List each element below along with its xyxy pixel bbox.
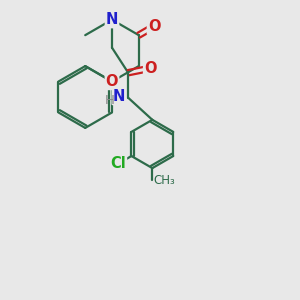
Text: CH₃: CH₃: [154, 174, 176, 187]
Text: O: O: [148, 19, 160, 34]
Text: N: N: [112, 89, 125, 104]
Text: Cl: Cl: [110, 156, 126, 171]
Text: O: O: [144, 61, 157, 76]
Text: N: N: [106, 12, 118, 27]
Text: H: H: [105, 94, 115, 107]
Text: O: O: [106, 74, 118, 89]
